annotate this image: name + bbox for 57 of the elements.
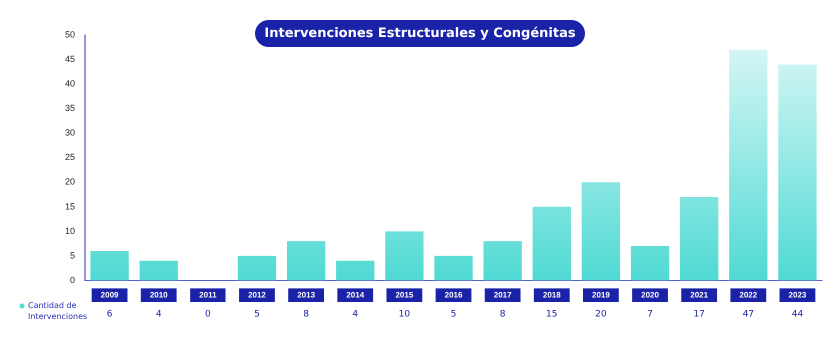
y-tick-label: 40: [64, 78, 76, 89]
data-label: 17: [693, 309, 705, 320]
x-tick-label: 2011: [199, 290, 218, 300]
data-label: 7: [647, 309, 653, 320]
data-label: 5: [254, 309, 260, 320]
x-tick-label: 2010: [150, 290, 168, 300]
y-tick-label: 25: [64, 152, 76, 162]
bar: [630, 246, 670, 280]
data-label: 20: [595, 309, 607, 320]
bar: [582, 182, 620, 280]
data-label: 10: [398, 309, 410, 320]
data-label: 47: [742, 309, 754, 320]
x-tick-label: 2022: [739, 290, 758, 300]
x-tick-label: 2013: [297, 290, 316, 300]
data-label: 8: [303, 309, 310, 320]
x-tick-label: 2016: [444, 290, 463, 300]
data-label: 44: [792, 309, 804, 320]
x-tick-label: 2023: [788, 290, 807, 300]
y-tick-label: 30: [64, 128, 76, 138]
y-tick-label: 50: [64, 29, 76, 40]
x-tick-label: 2021: [690, 290, 709, 300]
bar: [140, 260, 178, 280]
x-tick-label: 2014: [346, 290, 365, 300]
x-tick-label: 2018: [542, 290, 562, 300]
x-tick-label: 2015: [395, 290, 414, 300]
x-tick-label: 2009: [100, 290, 120, 300]
x-tick-label: 2012: [248, 290, 266, 300]
data-label: 0: [204, 309, 211, 320]
y-tick-label: 10: [64, 226, 76, 236]
x-tick-label: 2020: [641, 290, 660, 300]
y-tick-label: 0: [70, 274, 76, 285]
y-tick-label: 45: [64, 54, 76, 64]
bar: [286, 241, 326, 280]
bar: [90, 250, 129, 280]
y-tick-label: 20: [64, 176, 76, 187]
bar: [680, 196, 718, 280]
bar: [532, 206, 571, 280]
bar: [434, 256, 473, 280]
legend-label: Cantidad de Intervenciones: [28, 301, 88, 322]
data-label: 15: [546, 309, 558, 320]
data-label: 4: [156, 309, 162, 320]
y-tick-label: 15: [64, 201, 76, 212]
bar: [238, 256, 276, 280]
data-label: 4: [352, 309, 358, 320]
bar: [336, 260, 374, 280]
y-tick-label: 5: [70, 250, 76, 260]
bar: [778, 64, 817, 280]
y-tick-label: 35: [64, 103, 76, 114]
chart-title: Intervenciones Estructurales y Congénitas: [255, 20, 585, 47]
x-tick-label: 2019: [592, 290, 610, 300]
bar: [483, 241, 522, 280]
x-tick-label: 2017: [494, 290, 512, 300]
data-label: 5: [450, 309, 456, 320]
data-label: 8: [500, 309, 506, 320]
data-label: 6: [106, 309, 113, 320]
bar: [385, 231, 424, 280]
bar: [729, 50, 768, 280]
